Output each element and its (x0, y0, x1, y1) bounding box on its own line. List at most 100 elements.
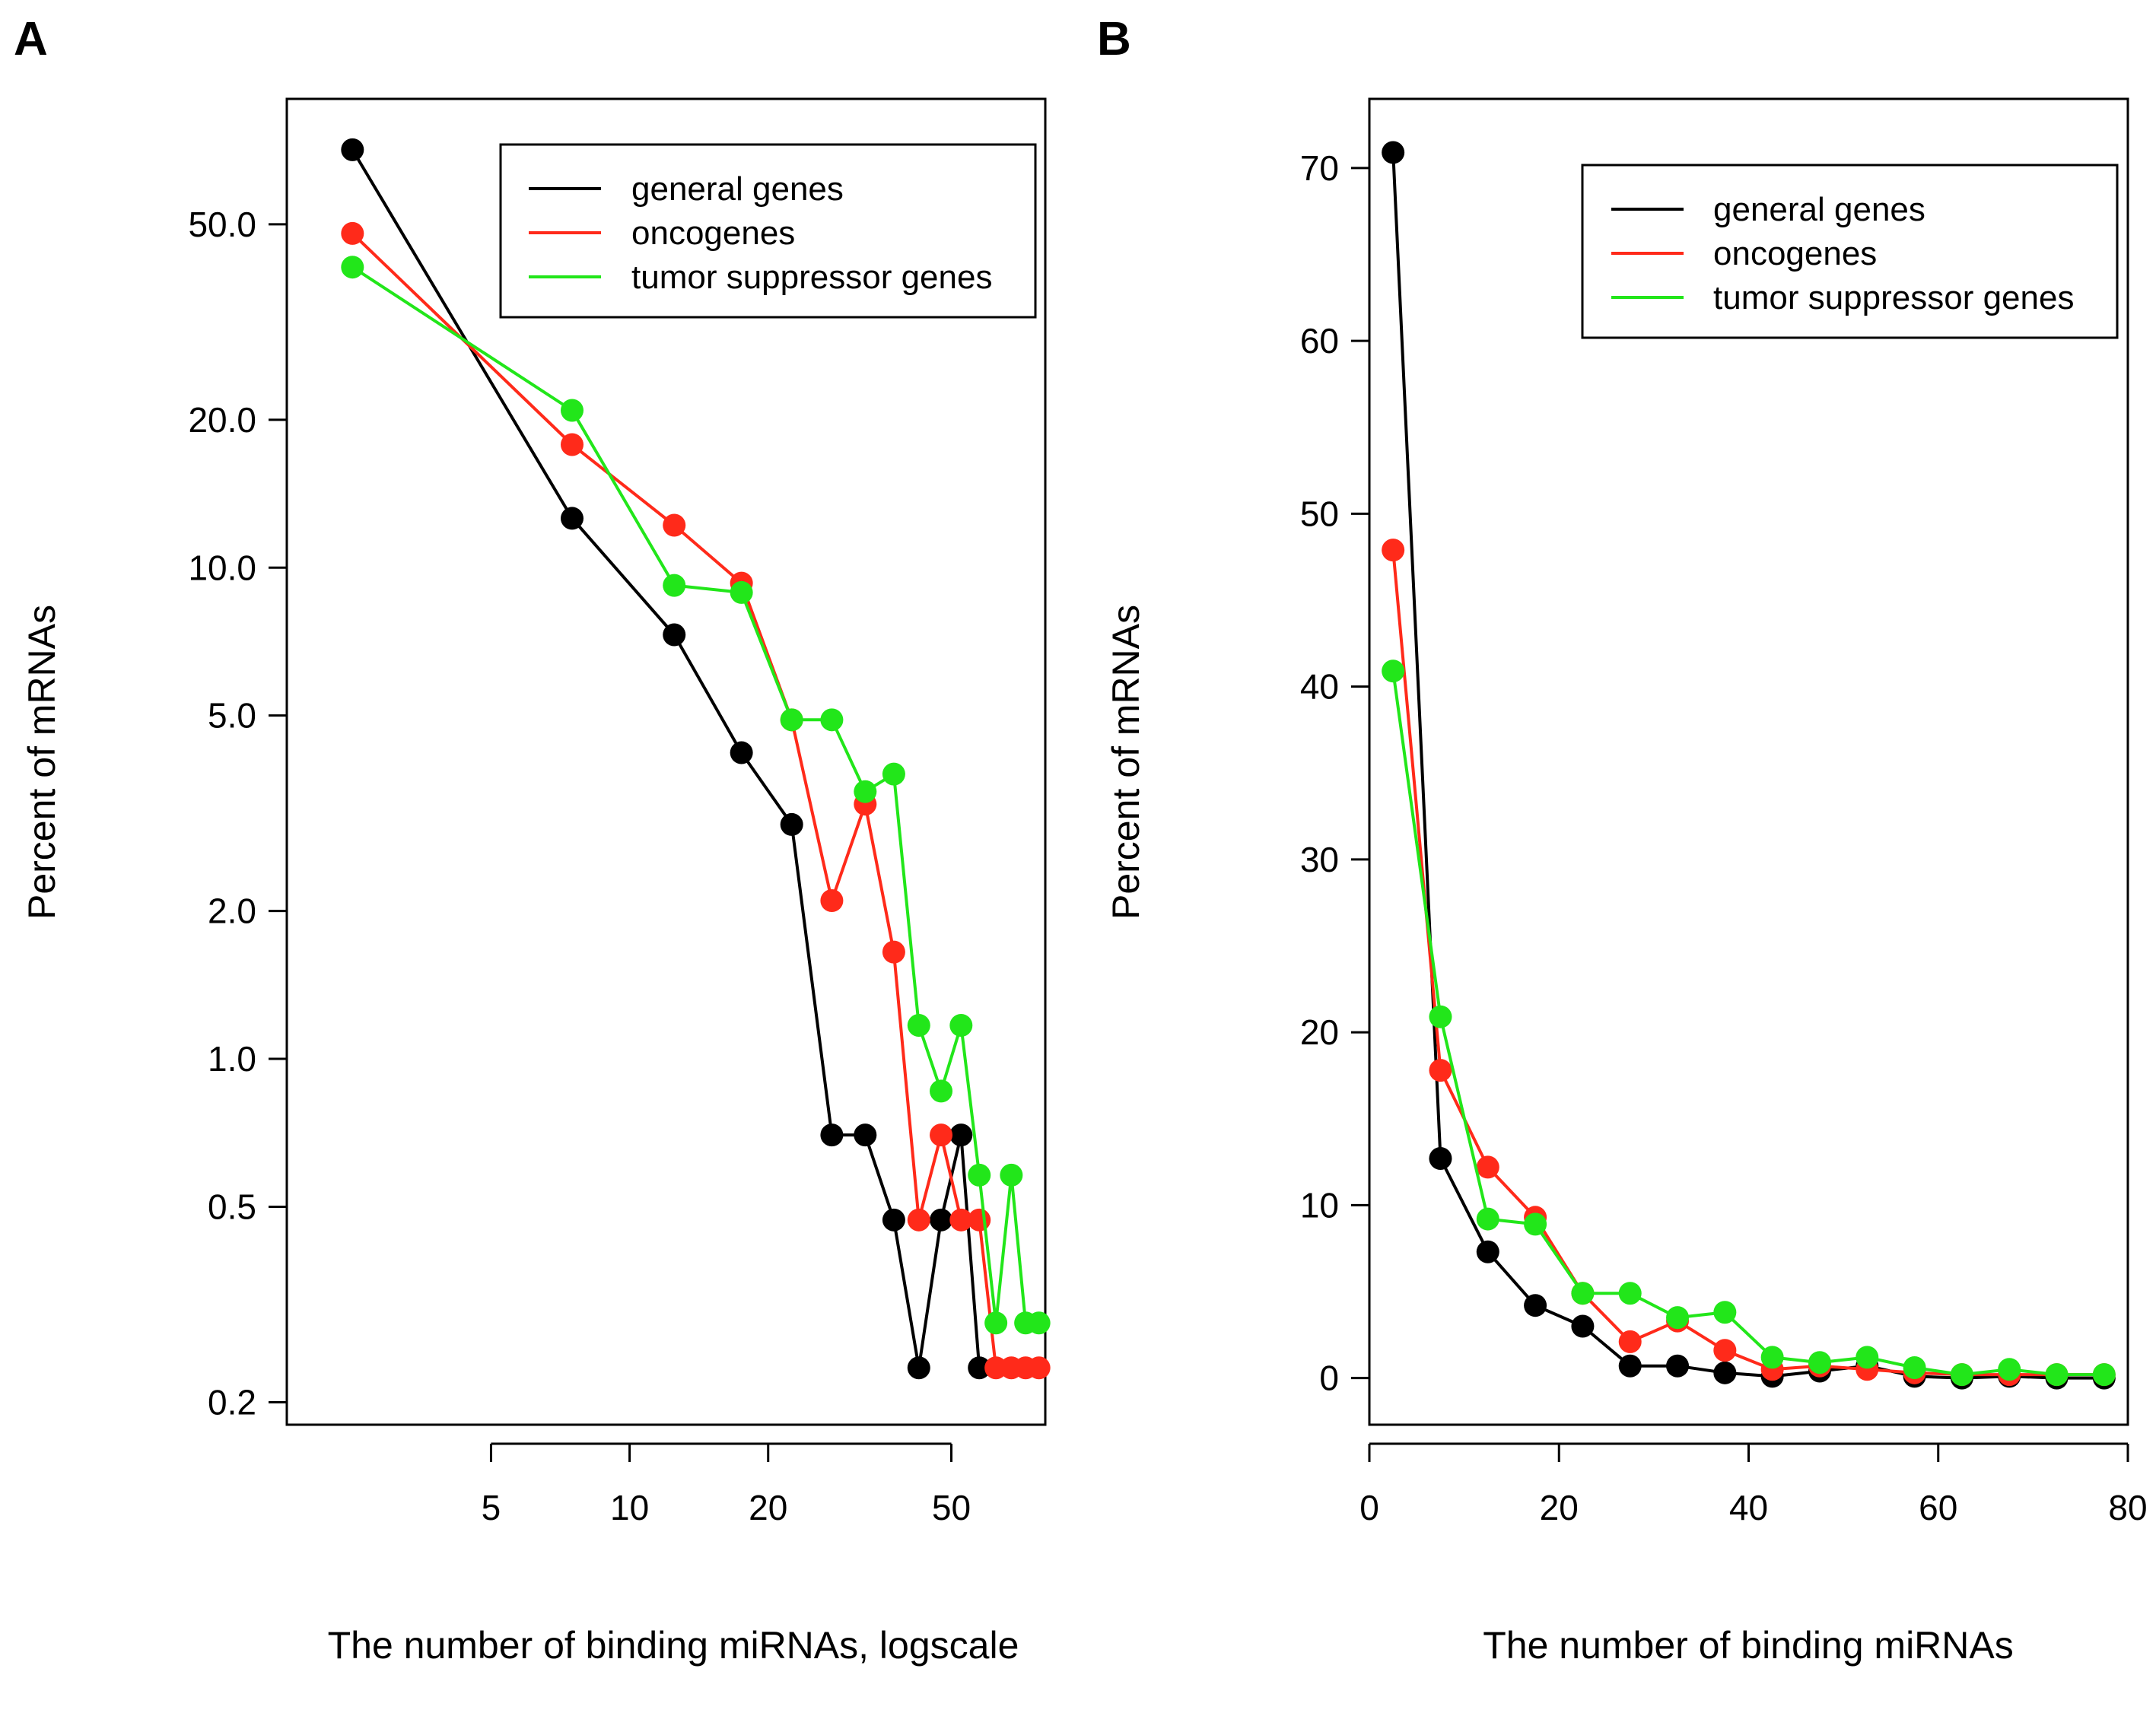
panel-a-point-onco (560, 433, 584, 456)
panel-b-point-tsg (1666, 1306, 1690, 1330)
panel-b-point-general (1429, 1147, 1452, 1171)
panel-b-point-onco (1382, 539, 1405, 562)
panel-b-x-tick-label: 40 (1729, 1488, 1768, 1527)
panel-b-point-tsg (1524, 1212, 1547, 1236)
panel-b-y-tick-label: 0 (1319, 1359, 1339, 1398)
panel-a-y-tick-label: 5.0 (208, 696, 256, 736)
panel-a-point-tsg (882, 762, 905, 786)
panel-a-point-tsg (1000, 1163, 1023, 1187)
panel-b-point-tsg (1382, 659, 1405, 683)
panel-b-plot-frame (1368, 97, 2129, 1426)
panel-a-y-tick-label: 10.0 (188, 548, 256, 587)
panel-a-point-onco (882, 940, 905, 964)
panel-b-point-tsg (1950, 1363, 1973, 1387)
panel-a-letter: A (14, 13, 48, 65)
panel-a-y-tick-label: 2.0 (208, 891, 256, 931)
panel-a-point-tsg (1027, 1311, 1051, 1335)
panel-b-point-general (1666, 1354, 1690, 1378)
panel-a-y-tick-label: 0.5 (208, 1187, 256, 1226)
panel-a-x-tick-label: 50 (932, 1488, 971, 1527)
panel-b-series (1382, 141, 2116, 1390)
panel-a-point-tsg (930, 1079, 953, 1103)
panel-b-point-general (1618, 1354, 1642, 1378)
panel-a-point-onco (930, 1123, 953, 1147)
panel-b-y-tick-label: 20 (1300, 1012, 1339, 1052)
panel-a-x-label: The number of binding miRNAs, logscale (328, 1624, 1019, 1667)
panel-b-x-tick-label: 20 (1540, 1488, 1579, 1527)
panel-a-series-line-onco (351, 232, 1039, 1370)
panel-a-point-onco (663, 513, 686, 537)
panel-b-point-general (1713, 1361, 1737, 1384)
panel-a-point-general (930, 1208, 953, 1232)
panel-a-point-general (968, 1356, 991, 1380)
panel-a-point-general (663, 623, 686, 647)
panel-b-legend-box (1581, 164, 2119, 339)
panel-a-point-general (730, 741, 753, 764)
panel-a-point-general (854, 1123, 877, 1147)
panel-b-point-tsg (1808, 1351, 1831, 1375)
panel-b-series-line-onco (1391, 549, 2104, 1377)
panel-b-y-tick-label: 70 (1300, 148, 1339, 188)
panel-b-point-tsg (1998, 1358, 2021, 1381)
panel-a-y-tick-label: 1.0 (208, 1039, 256, 1079)
panel-a-point-tsg (984, 1311, 1008, 1335)
panel-a-legend-onco: oncogenes (631, 215, 795, 252)
panel-a-y-label: Percent of mRNAs (21, 605, 63, 920)
panel-a-point-general (560, 507, 584, 530)
panel-a-point-general (820, 1123, 844, 1147)
panel-b-x-tick-label: 80 (2108, 1488, 2147, 1527)
panel-a-legend-tsg: tumor suppressor genes (631, 259, 992, 296)
panel-b-y-tick-label: 60 (1300, 321, 1339, 361)
panel-b-x-axis: 0 20 40 60 80 (1359, 1442, 2148, 1527)
panel-b-letter: B (1097, 13, 1131, 65)
panel-b-point-onco (1713, 1339, 1737, 1362)
panel-a-point-onco (949, 1208, 973, 1232)
panel-a-point-tsg (341, 256, 364, 279)
panel-b-y-label: Percent of mRNAs (1105, 605, 1147, 920)
panel-a-point-tsg (780, 708, 803, 732)
panel-a-point-tsg (560, 399, 584, 422)
panel-b-x-label: The number of binding miRNAs (1483, 1624, 2014, 1667)
panel-b-legend-onco: oncogenes (1713, 235, 1877, 272)
panel-b-y-tick-label: 50 (1300, 494, 1339, 533)
panel-a-point-tsg (949, 1014, 973, 1038)
panel-a-point-tsg (730, 580, 753, 604)
panel-b-point-tsg (2092, 1363, 2116, 1387)
panel-a-point-tsg (820, 708, 844, 732)
panel-b-x-tick-label: 60 (1919, 1488, 1957, 1527)
panel-a-point-onco (341, 221, 364, 245)
panel-b-legend-tsg: tumor suppressor genes (1713, 279, 2074, 316)
panel-b-point-tsg (1855, 1346, 1879, 1369)
panel-a-y-tick-label: 20.0 (188, 400, 256, 440)
panel-b-point-tsg (1476, 1207, 1499, 1231)
panel-a-x-tick-label: 10 (610, 1488, 649, 1527)
panel-a-x-tick-label: 5 (482, 1488, 501, 1527)
panel-b-series-line-general (1391, 152, 2104, 1380)
panel-a-legend-general: general genes (631, 170, 844, 208)
panel-b: B 0 10 20 30 40 50 60 70 0 20 40 60 80 general gene… (1097, 13, 2148, 1667)
panel-a-point-tsg (907, 1014, 930, 1038)
panel-b-legend-general: general genes (1713, 191, 1925, 228)
panel-b-point-tsg (1618, 1282, 1642, 1305)
panel-b-x-tick-label: 0 (1359, 1488, 1379, 1527)
panel-a-y-tick-label: 0.2 (208, 1382, 256, 1422)
panel-b-point-tsg (1903, 1356, 1926, 1380)
panel-b-point-onco (1429, 1059, 1452, 1082)
panel-b-point-general (1476, 1240, 1499, 1263)
panel-b-y-tick-label: 10 (1300, 1185, 1339, 1225)
panel-a-point-onco (968, 1208, 991, 1232)
panel-a-point-general (780, 812, 803, 836)
panel-b-point-general (1382, 141, 1405, 164)
panel-a-point-tsg (854, 780, 877, 803)
panel-b-y-tick-label: 40 (1300, 667, 1339, 707)
panel-b-point-onco (1618, 1330, 1642, 1353)
panel-b-y-axis: 0 10 20 30 40 50 60 70 (1300, 148, 1369, 1398)
panel-b-series-line-tsg (1391, 670, 2104, 1377)
panel-a-plot-frame (285, 97, 1047, 1426)
panel-b-point-general (1524, 1294, 1547, 1317)
panel-b-point-tsg (1571, 1282, 1595, 1305)
panel-b-legend: general genes oncogenes tumor suppressor… (1581, 164, 2119, 339)
panel-a-point-onco (820, 888, 844, 912)
panel-a-series-line-tsg (351, 265, 1039, 1325)
